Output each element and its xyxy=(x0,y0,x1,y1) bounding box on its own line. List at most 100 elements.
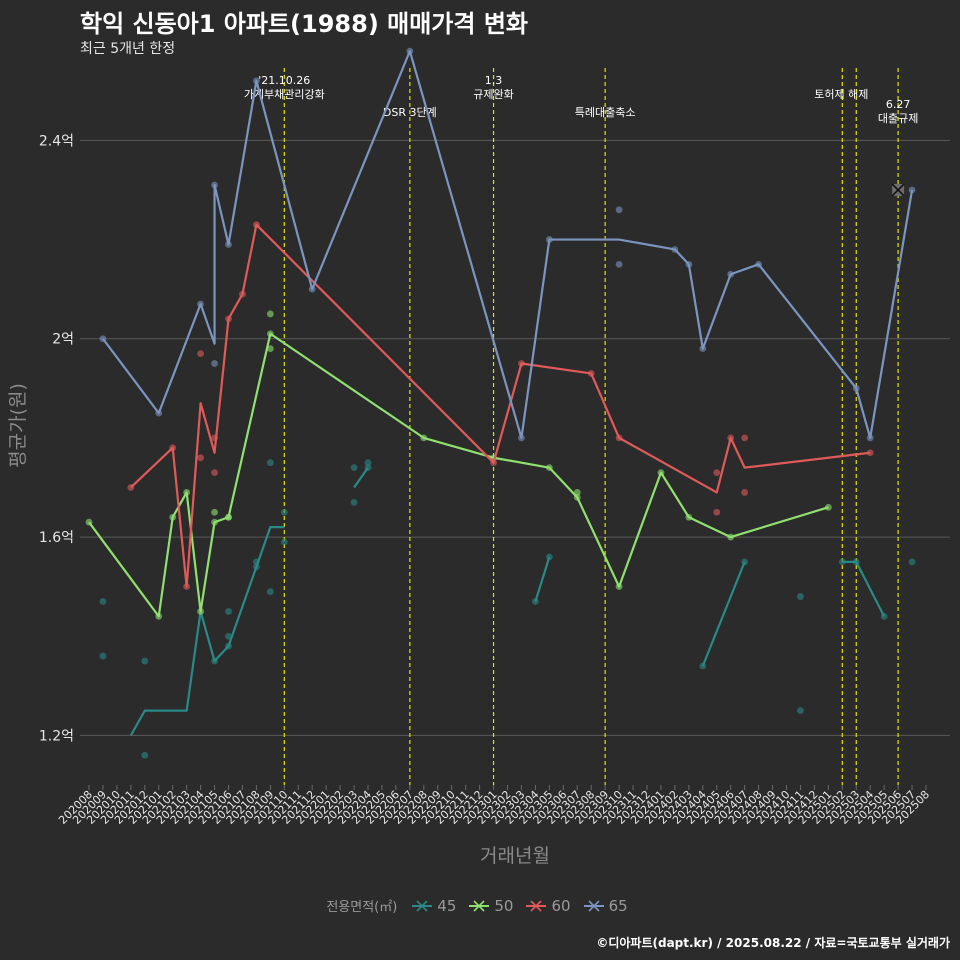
series-45-line xyxy=(129,526,285,736)
series-50-point xyxy=(225,513,232,521)
series-45-point xyxy=(99,652,107,660)
series-50-point xyxy=(197,608,205,615)
series-65-point xyxy=(253,77,260,85)
event-label: 특례대출축소 xyxy=(575,106,636,119)
series-45-point xyxy=(350,498,358,506)
event-label: '21.10.26 가계부채관리강화 xyxy=(244,74,325,101)
event-label-line: DSR 3단계 xyxy=(383,106,437,119)
series-45-point xyxy=(266,459,274,467)
event-label: 1.3 규제완화 xyxy=(473,74,513,101)
series-45-point xyxy=(266,588,274,596)
series-45-segment xyxy=(701,561,746,667)
series-45-point xyxy=(699,662,707,670)
event-label: DSR 3단계 xyxy=(383,106,437,119)
legend-item-60: 60 xyxy=(525,896,571,915)
series-50-point xyxy=(420,434,428,442)
y-tick-label: 2.4억 xyxy=(39,133,74,149)
series-45-point xyxy=(253,563,260,571)
series-65-point xyxy=(615,206,623,214)
series-50-point xyxy=(545,464,553,472)
series-50-point xyxy=(266,310,274,318)
event-label-line: '21.10.26 xyxy=(258,74,310,87)
series-60-point xyxy=(587,370,595,377)
event-label-line: 6.27 xyxy=(886,98,911,111)
series-65-point xyxy=(615,260,623,268)
series-45-point xyxy=(99,598,107,605)
series-45-point xyxy=(797,593,804,600)
series-50-point xyxy=(266,330,274,338)
legend-label: 65 xyxy=(608,896,628,915)
series-50-point xyxy=(824,503,832,511)
legend: 전용면적(㎡) 45 50 60 65 xyxy=(0,896,960,916)
series-65-point xyxy=(671,246,679,253)
series-45-point xyxy=(545,553,553,561)
y-tick-label: 1.2억 xyxy=(39,728,74,744)
series-60-point xyxy=(211,434,218,442)
series-60-point xyxy=(211,469,218,477)
series-65-point xyxy=(518,434,525,442)
series-65-point xyxy=(699,345,707,353)
series-65-point xyxy=(755,260,762,268)
y-tick-label: 2억 xyxy=(52,332,74,348)
series-65-point xyxy=(211,181,218,189)
series-45-point xyxy=(741,558,749,566)
series-45-point xyxy=(141,751,149,759)
series-50-point xyxy=(573,489,581,496)
series-60-point xyxy=(741,489,749,496)
series-45-point xyxy=(852,558,860,566)
series-65-point xyxy=(545,236,553,243)
series-60-point xyxy=(713,508,721,516)
series-60-point xyxy=(183,583,191,591)
series-65-point xyxy=(727,270,735,278)
series-50-point xyxy=(85,518,93,526)
event-label: 토허제 해제 xyxy=(814,87,868,101)
series-60-point xyxy=(727,434,735,442)
series-65-point xyxy=(155,409,163,417)
series-65-point xyxy=(908,186,916,194)
chart-title: 학익 신동아1 아파트(1988) 매매가격 변화 xyxy=(80,10,528,38)
legend-label: 60 xyxy=(551,896,571,915)
legend-item-45: 45 xyxy=(411,897,456,915)
series-60-point xyxy=(253,221,260,229)
series-45-point xyxy=(253,558,260,566)
series-45-point xyxy=(211,657,218,665)
series-50-point xyxy=(573,494,581,501)
series-45-point xyxy=(797,707,804,715)
series-60-point xyxy=(615,434,623,442)
series-45-point xyxy=(838,558,846,566)
series-45-point xyxy=(280,508,288,516)
series-60-point xyxy=(197,454,205,462)
x-axis-title: 거래년월 xyxy=(480,845,550,867)
series-65-point xyxy=(852,384,860,392)
series-60-point xyxy=(169,444,177,452)
series-45-point xyxy=(225,642,232,650)
series-45-segment xyxy=(353,467,369,489)
series-60-point xyxy=(866,449,874,457)
series-50-point xyxy=(169,513,177,521)
legend-label: 45 xyxy=(437,896,457,915)
legend-key-icon xyxy=(469,899,490,912)
series-65-point xyxy=(211,360,218,367)
legend-key-icon xyxy=(583,899,604,912)
series-50-point xyxy=(615,583,623,591)
series-50-point xyxy=(211,508,218,516)
legend-title: 전용면적(㎡) xyxy=(326,900,398,915)
series-60-line xyxy=(130,223,871,588)
series-45-point xyxy=(141,657,149,665)
event-label-line: 특례대출축소 xyxy=(575,106,636,119)
event-label-line: 대출규제 xyxy=(878,112,918,125)
series-60-point xyxy=(127,484,135,491)
series-60-point xyxy=(741,434,749,442)
y-tick-label: 1.6억 xyxy=(39,530,74,546)
series-50-point xyxy=(685,513,693,521)
series-45-point xyxy=(908,558,916,566)
series-45-point xyxy=(364,459,372,467)
event-label-line: 규제완화 xyxy=(473,88,513,101)
y-axis-title: 평균가(원) xyxy=(7,383,29,468)
chart-subtitle: 최근 5개년 한정 xyxy=(80,41,176,57)
legend-label: 50 xyxy=(494,896,514,915)
series-65-line xyxy=(102,50,914,439)
series-60-point xyxy=(225,315,232,323)
